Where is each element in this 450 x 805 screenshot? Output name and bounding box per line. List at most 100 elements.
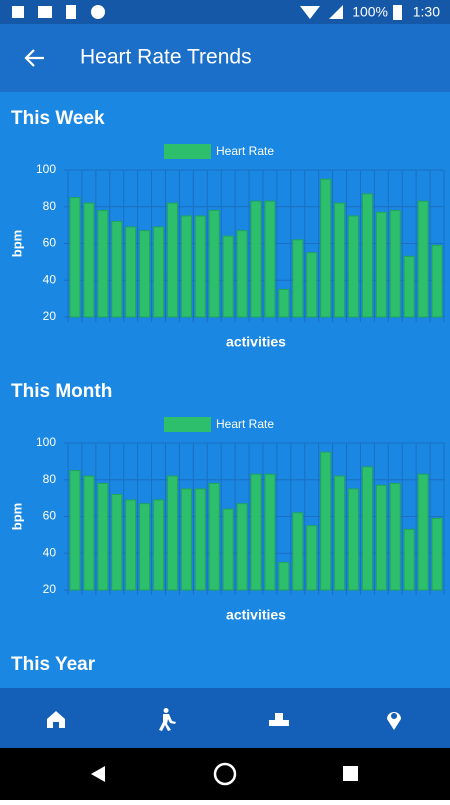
bar <box>375 211 387 318</box>
y-tick-label: 20 <box>43 309 57 323</box>
section-title: This Month <box>11 381 112 402</box>
legend-swatch <box>164 144 211 159</box>
y-tick-label: 80 <box>43 199 57 213</box>
battery-icon <box>393 5 402 20</box>
bar <box>389 482 401 591</box>
battery-text: 100% <box>352 4 388 20</box>
bar <box>417 473 429 591</box>
status-icons <box>12 5 402 20</box>
y-tick-label: 100 <box>36 435 56 449</box>
icon <box>12 6 24 18</box>
bar <box>69 470 81 591</box>
legend-label: Heart Rate <box>216 144 274 158</box>
bar <box>250 473 262 591</box>
legend-swatch <box>164 417 211 432</box>
bar <box>222 508 234 591</box>
system-nav <box>0 748 450 800</box>
bar <box>111 493 123 591</box>
bar <box>334 202 346 318</box>
bar <box>403 255 415 318</box>
bar <box>180 488 192 591</box>
bottom-nav <box>0 688 450 748</box>
wifi-icon <box>300 6 320 19</box>
bar <box>278 288 290 318</box>
bar <box>347 488 359 591</box>
bar <box>264 200 276 318</box>
back-button[interactable] <box>24 49 44 67</box>
icon <box>91 5 105 19</box>
bar <box>125 226 137 318</box>
bar <box>208 482 220 591</box>
y-tick-label: 60 <box>43 236 57 250</box>
section-title: This Week <box>11 108 105 129</box>
bar <box>139 503 151 591</box>
signal-icon <box>329 5 343 19</box>
bar <box>347 215 359 318</box>
bar <box>278 561 290 591</box>
bar <box>375 484 387 591</box>
stats-tab[interactable] <box>269 713 289 726</box>
bar <box>334 475 346 591</box>
bar <box>320 451 332 591</box>
y-tick-label: 40 <box>43 545 57 559</box>
bar <box>236 230 248 318</box>
bar <box>292 512 304 591</box>
app-bar <box>0 24 450 92</box>
y-axis-label: bpm <box>9 230 24 257</box>
bar <box>83 202 95 318</box>
home-tab[interactable] <box>47 711 65 728</box>
bar <box>208 209 220 318</box>
x-axis-label: activities <box>226 334 286 350</box>
bar <box>431 244 443 318</box>
bar <box>194 488 206 591</box>
icon <box>38 6 52 18</box>
bar <box>139 230 151 318</box>
nav-back[interactable] <box>91 766 105 782</box>
bar <box>361 466 373 591</box>
bar <box>264 473 276 591</box>
bar <box>236 503 248 591</box>
y-tick-label: 20 <box>43 582 57 596</box>
bar <box>292 239 304 318</box>
bar <box>180 215 192 318</box>
bar <box>166 202 178 318</box>
nav-recent[interactable] <box>343 766 358 781</box>
bar <box>320 178 332 318</box>
legend-label: Heart Rate <box>216 417 274 431</box>
bar <box>166 475 178 591</box>
y-axis-label: bpm <box>9 503 24 530</box>
bar <box>222 235 234 318</box>
bar <box>97 482 109 591</box>
y-tick-label: 60 <box>43 509 57 523</box>
map-tab[interactable] <box>387 712 401 730</box>
bar <box>403 528 415 591</box>
bar <box>431 517 443 591</box>
section-title: This Year <box>11 654 96 675</box>
nav-home[interactable] <box>213 762 237 786</box>
nav-icons <box>47 708 401 731</box>
bar <box>111 220 123 318</box>
bar <box>69 197 81 318</box>
clock: 1:30 <box>413 4 440 20</box>
bar <box>125 499 137 591</box>
bar <box>194 215 206 318</box>
x-axis-label: activities <box>226 607 286 623</box>
bar <box>83 475 95 591</box>
activity-tab[interactable] <box>159 708 176 731</box>
bar <box>361 193 373 318</box>
icon <box>66 5 76 19</box>
bar <box>250 200 262 318</box>
bar <box>417 200 429 318</box>
bar <box>153 499 165 591</box>
bar <box>97 209 109 318</box>
bar <box>389 209 401 318</box>
y-tick-label: 40 <box>43 272 57 286</box>
y-tick-label: 100 <box>36 162 56 176</box>
bar <box>306 525 318 591</box>
bar <box>306 252 318 318</box>
charts: 20 40 60 80 100 bpm activities Heart Rate 20 40 60… <box>9 144 445 623</box>
y-tick-label: 80 <box>43 472 57 486</box>
